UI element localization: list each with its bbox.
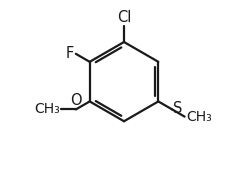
Text: S: S bbox=[173, 101, 182, 116]
Text: O: O bbox=[70, 93, 82, 108]
Text: CH₃: CH₃ bbox=[34, 103, 60, 116]
Text: CH₃: CH₃ bbox=[186, 110, 212, 124]
Text: F: F bbox=[65, 46, 74, 61]
Text: Cl: Cl bbox=[117, 10, 131, 25]
